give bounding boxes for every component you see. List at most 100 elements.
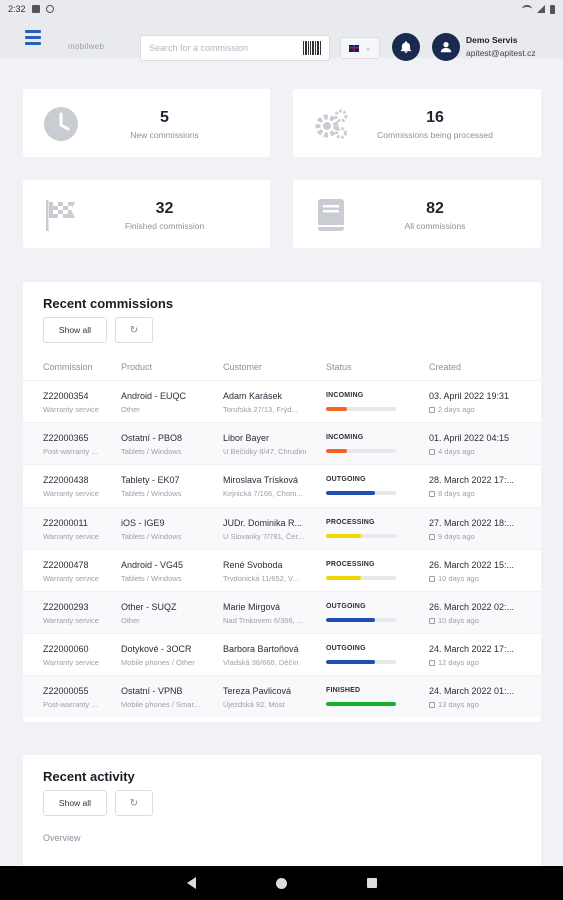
status-label: OUTGOING xyxy=(326,645,366,653)
table-row[interactable]: Z22000060 Warranty service Dotykové - 3OCR… xyxy=(23,633,541,675)
sync-icon xyxy=(45,5,54,13)
menu-icon[interactable] xyxy=(25,30,41,45)
overview-label: Overview xyxy=(43,833,81,843)
user-avatar-button[interactable] xyxy=(432,33,460,61)
calendar-icon xyxy=(429,575,435,582)
created-date: 24. March 2022 17:... xyxy=(429,644,515,655)
created-date: 27. March 2022 18:... xyxy=(429,517,515,528)
table-row[interactable]: Z22000011 Warranty service iOS - IGE9 Table… xyxy=(23,506,541,549)
product-name: Dotykové - 3OCR xyxy=(121,644,192,655)
product-name: Android - EUQC xyxy=(121,391,187,401)
calendar-icon xyxy=(429,491,435,498)
battery-icon xyxy=(550,4,555,14)
customer-name: JUDr. Dominika R... xyxy=(223,517,303,528)
table-row[interactable]: Z22000055 Post-warranty ... Ostatní - VPNB… xyxy=(23,675,541,718)
notifications-button[interactable] xyxy=(392,33,420,61)
uk-flag-icon xyxy=(349,44,360,52)
status-progress-bar xyxy=(326,407,396,411)
status-label: OUTGOING xyxy=(326,603,366,610)
stat-card-processing[interactable]: 16 Commissions being processed xyxy=(293,89,541,157)
product-name: Ostatní - PBO8 xyxy=(121,433,183,444)
stat-label: Commissions being processed xyxy=(377,130,493,140)
service-type: Post-warranty ... xyxy=(43,447,98,457)
created-date: 03. April 2022 19:31 xyxy=(429,391,510,401)
commission-id: Z22000060 xyxy=(43,644,89,655)
customer-name: Libor Bayer xyxy=(223,433,270,444)
section-title: Recent commissions xyxy=(43,296,174,311)
customer-address: Nad Trnkovem 6/366, ... xyxy=(223,616,304,625)
user-icon xyxy=(440,42,452,53)
status-label: OUTGOING xyxy=(326,476,366,484)
system-navigation-bar xyxy=(0,866,563,900)
customer-address: Trvdonická 11/652, V... xyxy=(223,573,299,583)
wifi-icon xyxy=(522,5,532,13)
search-box[interactable] xyxy=(140,35,330,61)
stat-card-all[interactable]: 82 All commissions xyxy=(293,180,541,248)
stat-card-new[interactable]: 5 New commissions xyxy=(23,89,270,157)
status-progress-fill xyxy=(326,660,375,665)
column-header: Status xyxy=(326,362,352,372)
status-progress-bar xyxy=(326,533,396,538)
stat-value: 82 xyxy=(426,200,444,217)
calendar-icon xyxy=(429,449,435,456)
commission-id: Z22000354 xyxy=(43,391,89,401)
show-all-button[interactable]: Show all xyxy=(43,317,107,343)
back-icon[interactable] xyxy=(186,877,196,889)
created-ago: 2 days ago xyxy=(429,405,529,414)
customer-name: Marie Mirgová xyxy=(223,602,281,612)
status-progress-fill xyxy=(326,449,347,454)
table-row[interactable]: Z22000478 Warranty service Android - VG45 T… xyxy=(23,548,541,591)
created-ago-text: 4 days ago xyxy=(438,447,475,457)
product-name: iOS - IGE9 xyxy=(121,517,165,528)
recent-apps-icon[interactable] xyxy=(366,878,377,888)
book-icon xyxy=(318,199,344,231)
table-row[interactable]: Z22000365 Post-warranty ... Ostatní - PBO8… xyxy=(23,422,541,465)
created-ago-text: 12 days ago xyxy=(438,658,479,668)
product-name: Tablety - EK07 xyxy=(121,475,180,486)
stat-value: 16 xyxy=(426,109,444,126)
status-label: PROCESSING xyxy=(326,560,375,568)
created-ago: 9 days ago xyxy=(429,532,529,541)
stat-value: 5 xyxy=(160,109,169,126)
status-label: FINISHED xyxy=(326,687,361,695)
status-progress-bar xyxy=(326,702,396,707)
status-progress-bar xyxy=(326,491,396,496)
status-progress-fill xyxy=(326,491,375,496)
customer-address: Torufská 27/13, Frýd... xyxy=(223,405,298,414)
refresh-button[interactable]: ↻ xyxy=(115,790,153,816)
language-selector[interactable]: ⌄ xyxy=(340,37,380,59)
table-row[interactable]: Z22000293 Warranty service Other - SUQZ Oth… xyxy=(23,591,541,633)
created-date: 01. April 2022 04:15 xyxy=(429,433,510,444)
app-logo: mobilweb xyxy=(68,42,105,51)
commission-id: Z22000055 xyxy=(43,686,89,697)
refresh-button[interactable]: ↻ xyxy=(115,317,153,343)
flag-icon xyxy=(46,200,75,231)
recent-activity-panel: Recent activity Show all ↻ Overview xyxy=(23,755,541,875)
signal-icon xyxy=(537,5,545,13)
stat-value: 32 xyxy=(155,200,174,217)
customer-address: U Slovanky 7/781, Čer... xyxy=(223,531,304,541)
stat-card-finished[interactable]: 32 Finished commission xyxy=(23,180,270,248)
created-ago: 12 days ago xyxy=(429,658,529,667)
created-ago: 8 days ago xyxy=(429,489,529,498)
service-type: Warranty service xyxy=(43,658,99,668)
barcode-scan-icon[interactable] xyxy=(303,41,322,55)
refresh-icon: ↻ xyxy=(129,797,139,809)
customer-name: Tereza Pavlicová xyxy=(223,686,292,697)
search-input[interactable] xyxy=(149,43,299,53)
created-ago-text: 9 days ago xyxy=(438,531,475,541)
product-category: Tablets / Windows xyxy=(121,489,182,499)
refresh-icon: ↻ xyxy=(129,324,139,336)
table-row[interactable]: Z22000438 Warranty service Tablety - EK07 T… xyxy=(23,464,541,506)
show-all-button[interactable]: Show all xyxy=(43,790,107,816)
table-row[interactable]: Z22000354 Warranty service Android - EUQC O… xyxy=(23,380,541,422)
calendar-icon xyxy=(429,702,435,709)
status-progress-bar xyxy=(326,618,396,622)
commission-id: Z22000438 xyxy=(43,475,89,486)
home-icon[interactable] xyxy=(275,877,287,889)
column-header: Product xyxy=(121,362,153,372)
created-date: 26. March 2022 02:... xyxy=(429,602,515,612)
product-category: Other xyxy=(121,616,140,625)
gears-icon xyxy=(315,109,348,139)
status-label: PROCESSING xyxy=(326,518,375,526)
